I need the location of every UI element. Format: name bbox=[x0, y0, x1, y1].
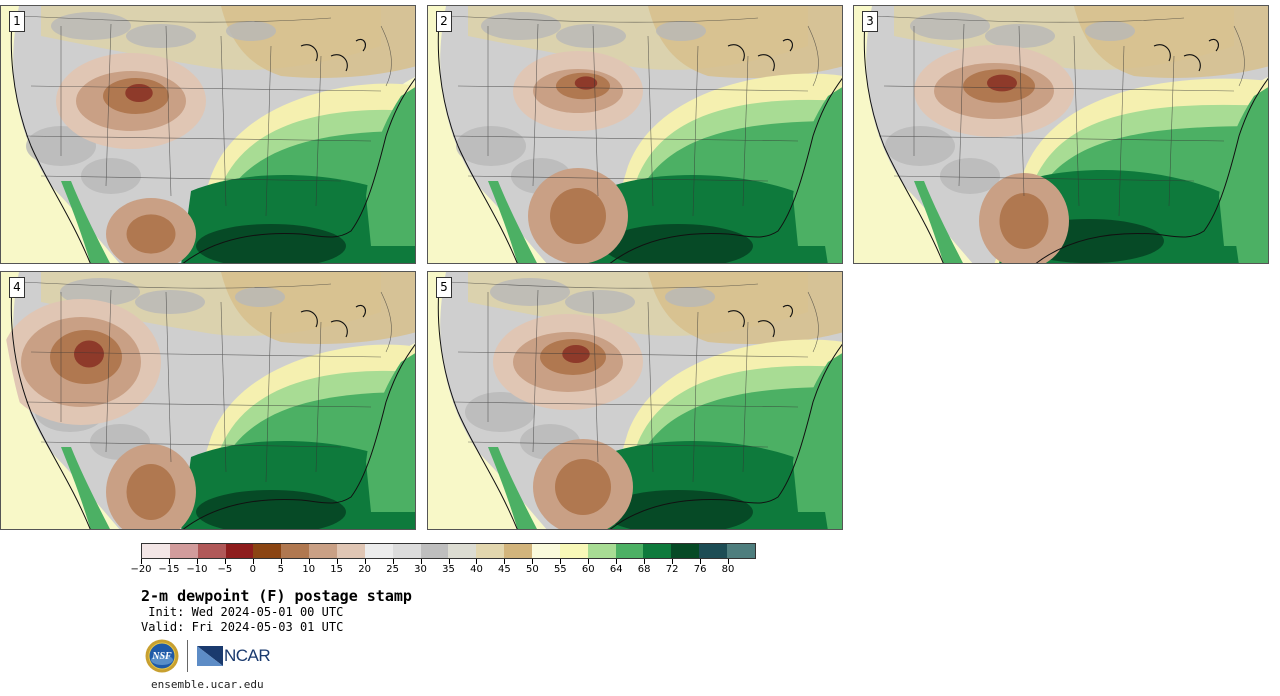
colorbar-tick bbox=[448, 559, 450, 564]
dewpoint-map bbox=[428, 6, 842, 263]
colorbar-swatch bbox=[281, 544, 310, 558]
colorbar-tick bbox=[308, 559, 310, 564]
colorbar-tick bbox=[168, 559, 170, 564]
colorbar-tick-label: −5 bbox=[217, 564, 233, 575]
colorbar-tick bbox=[476, 559, 478, 564]
colorbar-tick bbox=[224, 559, 226, 564]
colorbar-swatch bbox=[643, 544, 672, 558]
colorbar-tick bbox=[392, 559, 394, 564]
colorbar-swatch bbox=[727, 544, 755, 558]
colorbar-tick-label: 0 bbox=[249, 564, 256, 575]
colorbar-tick-label: −10 bbox=[186, 564, 208, 575]
panel-number: 5 bbox=[436, 277, 452, 298]
colorbar-swatch bbox=[476, 544, 505, 558]
colorbar-tick-label: 72 bbox=[665, 564, 679, 575]
colorbar-swatch bbox=[504, 544, 533, 558]
colorbar-tick-label: 15 bbox=[330, 564, 344, 575]
valid-time: Valid: Fri 2024-05-03 01 UTC bbox=[141, 620, 344, 634]
colorbar-tick bbox=[532, 559, 534, 564]
colorbar-tick-label: 45 bbox=[498, 564, 511, 575]
colorbar-swatch bbox=[253, 544, 282, 558]
dewpoint-map bbox=[1, 6, 415, 263]
colorbar-tick-label: 60 bbox=[581, 564, 595, 575]
colorbar-tick bbox=[700, 559, 702, 564]
colorbar-swatch bbox=[532, 544, 560, 558]
colorbar-swatch bbox=[142, 544, 170, 558]
colorbar-tick-label: −15 bbox=[158, 564, 180, 575]
colorbar-swatch bbox=[309, 544, 338, 558]
source-url: ensemble.ucar.edu bbox=[151, 678, 264, 691]
colorbar bbox=[141, 543, 756, 559]
colorbar-tick bbox=[336, 559, 338, 564]
colorbar-swatch bbox=[225, 544, 254, 558]
colorbar-tick bbox=[504, 559, 506, 564]
ncar-logo: NCAR bbox=[197, 646, 271, 666]
colorbar-swatch bbox=[337, 544, 365, 558]
colorbar-tick bbox=[420, 559, 422, 564]
logo-divider bbox=[187, 640, 188, 672]
colorbar-swatch bbox=[197, 544, 226, 558]
colorbar-swatch bbox=[448, 544, 477, 558]
nsf-logo-icon: NSF bbox=[145, 639, 179, 673]
ncar-logo-icon bbox=[197, 646, 223, 666]
postage-stamp-panel-5: 5 bbox=[427, 271, 843, 530]
panel-number: 1 bbox=[9, 11, 25, 32]
colorbar-tick bbox=[560, 559, 562, 564]
colorbar-swatch bbox=[169, 544, 198, 558]
colorbar-tick-label: 5 bbox=[277, 564, 284, 575]
ncar-logo-text: NCAR bbox=[224, 646, 271, 665]
colorbar-ticks bbox=[141, 559, 756, 565]
colorbar-swatch bbox=[559, 544, 588, 558]
init-time: Init: Wed 2024-05-01 00 UTC bbox=[141, 605, 344, 619]
postage-stamp-panel-2: 2 bbox=[427, 5, 843, 264]
colorbar-swatch bbox=[671, 544, 700, 558]
panel-number: 3 bbox=[862, 11, 878, 32]
colorbar-tick bbox=[616, 559, 618, 564]
colorbar-tick bbox=[588, 559, 590, 564]
colorbar-tick bbox=[141, 559, 142, 564]
postage-stamp-panel-4: 4 bbox=[0, 271, 416, 530]
colorbar-tick bbox=[364, 559, 366, 564]
dewpoint-map bbox=[428, 272, 842, 529]
colorbar-tick-label: 80 bbox=[721, 564, 735, 575]
colorbar-tick-label: 64 bbox=[609, 564, 623, 575]
colorbar-tick bbox=[280, 559, 282, 564]
colorbar-tick-label: 40 bbox=[470, 564, 483, 575]
colorbar-swatch bbox=[392, 544, 421, 558]
colorbar-tick bbox=[644, 559, 646, 564]
colorbar-tick-label: 55 bbox=[553, 564, 567, 575]
colorbar-tick-label: 20 bbox=[358, 564, 371, 575]
colorbar-tick-label: 76 bbox=[693, 564, 707, 575]
panel-number: 2 bbox=[436, 11, 452, 32]
panel-number: 4 bbox=[9, 277, 25, 298]
colorbar-swatch bbox=[587, 544, 616, 558]
colorbar-tick-label: 10 bbox=[302, 564, 316, 575]
colorbar-tick bbox=[728, 559, 730, 564]
colorbar-tick-label: 25 bbox=[386, 564, 399, 575]
colorbar-swatch bbox=[420, 544, 449, 558]
colorbar-tick-label: 35 bbox=[442, 564, 455, 575]
nsf-logo-text: NSF bbox=[151, 651, 172, 662]
plot-title: 2-m dewpoint (F) postage stamp bbox=[141, 587, 412, 605]
colorbar-swatch bbox=[364, 544, 393, 558]
colorbar-tick-label: 68 bbox=[637, 564, 651, 575]
colorbar-tick-label: 50 bbox=[525, 564, 539, 575]
postage-stamp-panel-3: 3 bbox=[853, 5, 1269, 264]
colorbar-labels: −20 −15 −10 −5 0 5 10 15 20 25 30 35 40 45 50 55 60 64 68 7… bbox=[130, 564, 756, 578]
colorbar-tick bbox=[672, 559, 674, 564]
colorbar-swatch bbox=[615, 544, 644, 558]
dewpoint-map bbox=[854, 6, 1268, 263]
colorbar-tick-label: 30 bbox=[414, 564, 427, 575]
colorbar-tick-label: −20 bbox=[130, 564, 152, 575]
logo-row: NSF NCAR bbox=[145, 638, 271, 674]
colorbar-tick bbox=[196, 559, 198, 564]
colorbar-swatch bbox=[699, 544, 728, 558]
colorbar-tick bbox=[252, 559, 254, 564]
dewpoint-map bbox=[1, 272, 415, 529]
postage-stamp-panel-1: 1 bbox=[0, 5, 416, 264]
